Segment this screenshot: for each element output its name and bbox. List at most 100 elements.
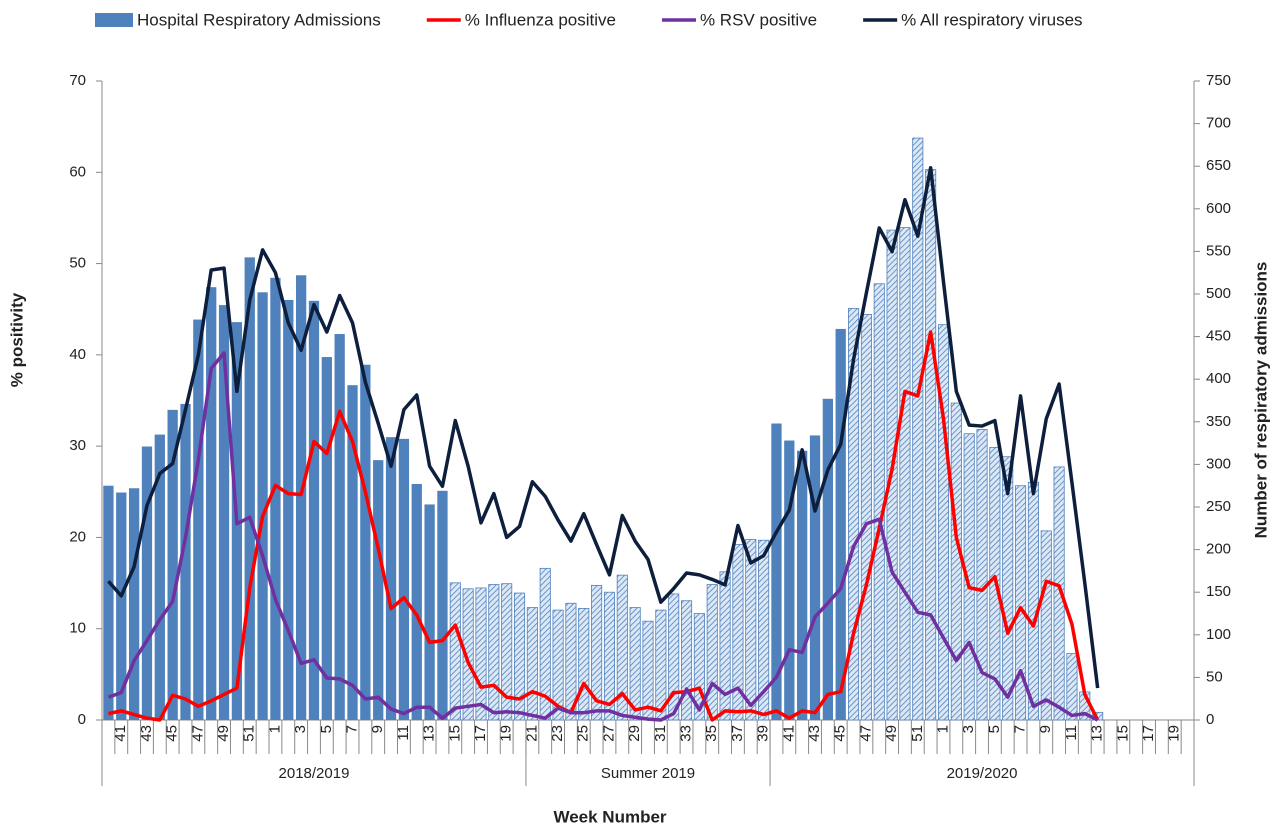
x-tick-label: 19 bbox=[498, 725, 515, 742]
y-tick-label: 60 bbox=[69, 163, 86, 180]
x-tick-label: 1 bbox=[934, 725, 951, 733]
legend-swatch bbox=[95, 13, 133, 27]
x-tick-label: 3 bbox=[960, 725, 977, 733]
bar bbox=[257, 292, 268, 720]
bar bbox=[616, 574, 628, 721]
x-tick-label: 41 bbox=[112, 725, 129, 742]
x-tick-label: 51 bbox=[241, 725, 258, 742]
bar bbox=[347, 385, 358, 720]
y2-tick-label: 650 bbox=[1206, 157, 1231, 174]
y2-tick-label: 100 bbox=[1206, 626, 1231, 643]
bar bbox=[950, 402, 962, 721]
bar bbox=[295, 275, 307, 720]
bar bbox=[848, 308, 860, 721]
bar bbox=[128, 488, 140, 720]
bar bbox=[1066, 653, 1078, 721]
legend-label: Hospital Respiratory Admissions bbox=[137, 10, 381, 29]
legend-label: % Influenza positive bbox=[465, 10, 616, 29]
line bbox=[108, 330, 1100, 722]
bar bbox=[681, 600, 693, 721]
x-tick-label: 1 bbox=[266, 725, 283, 733]
y-tick-label: 50 bbox=[69, 255, 86, 272]
x-tick-label: 43 bbox=[806, 725, 823, 742]
x-tick-label: 49 bbox=[883, 725, 900, 742]
bar bbox=[552, 609, 564, 721]
x-tick-label: 3 bbox=[292, 725, 309, 733]
x-tick-label: 15 bbox=[446, 725, 463, 742]
bar bbox=[308, 300, 320, 720]
bar bbox=[424, 504, 435, 720]
bar bbox=[334, 334, 345, 720]
bar bbox=[116, 492, 127, 720]
bar bbox=[218, 305, 230, 720]
bar bbox=[411, 483, 422, 720]
bar bbox=[565, 602, 577, 721]
y-axis-title: % positivity bbox=[7, 292, 26, 387]
x-tick-label: 43 bbox=[138, 725, 155, 742]
bar bbox=[706, 584, 718, 721]
y-tick-label: 40 bbox=[69, 346, 86, 363]
x-tick-label: 7 bbox=[1012, 725, 1029, 733]
bar bbox=[835, 328, 846, 720]
x-tick-label: 19 bbox=[1166, 725, 1183, 742]
bar bbox=[449, 582, 461, 721]
bar bbox=[822, 398, 833, 720]
y2-tick-label: 200 bbox=[1206, 541, 1231, 558]
bar bbox=[603, 591, 615, 721]
bar bbox=[642, 620, 654, 721]
bar bbox=[860, 314, 872, 721]
bar bbox=[797, 450, 808, 720]
bar bbox=[912, 137, 924, 721]
bar bbox=[629, 607, 641, 721]
bar bbox=[270, 277, 281, 720]
bar bbox=[719, 571, 731, 721]
bar bbox=[1015, 485, 1027, 721]
x-axis-title: Week Number bbox=[553, 807, 666, 826]
y2-tick-label: 150 bbox=[1206, 583, 1231, 600]
y2-tick-label: 700 bbox=[1206, 115, 1231, 132]
line bbox=[107, 351, 1099, 722]
x-tick-label: 27 bbox=[600, 725, 617, 742]
bar bbox=[526, 607, 538, 721]
bar bbox=[167, 409, 178, 720]
x-tick-label: 35 bbox=[703, 725, 720, 742]
y-tick-label: 70 bbox=[69, 72, 86, 89]
bar bbox=[732, 544, 744, 721]
x-tick-label: 25 bbox=[575, 725, 592, 742]
x-tick-label: 23 bbox=[549, 725, 566, 742]
x-tick-label: 29 bbox=[626, 725, 643, 742]
bar bbox=[1040, 530, 1052, 721]
x-tick-label: 45 bbox=[832, 725, 849, 742]
bar bbox=[937, 324, 950, 721]
bar bbox=[501, 583, 513, 721]
bar bbox=[745, 538, 757, 721]
bar bbox=[283, 299, 294, 720]
bar bbox=[693, 613, 705, 721]
x-tick-label: 17 bbox=[1140, 725, 1157, 742]
legend-label: % RSV positive bbox=[700, 10, 817, 29]
bar bbox=[488, 584, 500, 721]
x-tick-label: 9 bbox=[1037, 725, 1054, 733]
bar bbox=[206, 287, 217, 720]
bar bbox=[141, 446, 153, 720]
bar bbox=[513, 592, 526, 721]
x-tick-label: 7 bbox=[343, 725, 360, 733]
bar bbox=[668, 593, 680, 721]
bar bbox=[758, 539, 770, 721]
bar bbox=[1027, 481, 1039, 721]
y-tick-label: 20 bbox=[69, 528, 86, 545]
group-label: Summer 2019 bbox=[601, 765, 695, 782]
y2-axis-title: Number of respiratory admissions bbox=[1251, 262, 1270, 539]
y2-tick-label: 500 bbox=[1206, 285, 1231, 302]
bar bbox=[321, 357, 332, 720]
x-tick-label: 13 bbox=[421, 725, 438, 742]
y2-tick-label: 50 bbox=[1206, 668, 1223, 685]
y2-tick-label: 400 bbox=[1206, 370, 1231, 387]
x-tick-label: 37 bbox=[729, 725, 746, 742]
x-tick-label: 15 bbox=[1114, 725, 1131, 742]
x-tick-label: 11 bbox=[395, 725, 412, 741]
y2-tick-label: 600 bbox=[1206, 200, 1231, 217]
x-tick-label: 11 bbox=[1063, 725, 1080, 741]
x-tick-label: 45 bbox=[164, 725, 181, 742]
